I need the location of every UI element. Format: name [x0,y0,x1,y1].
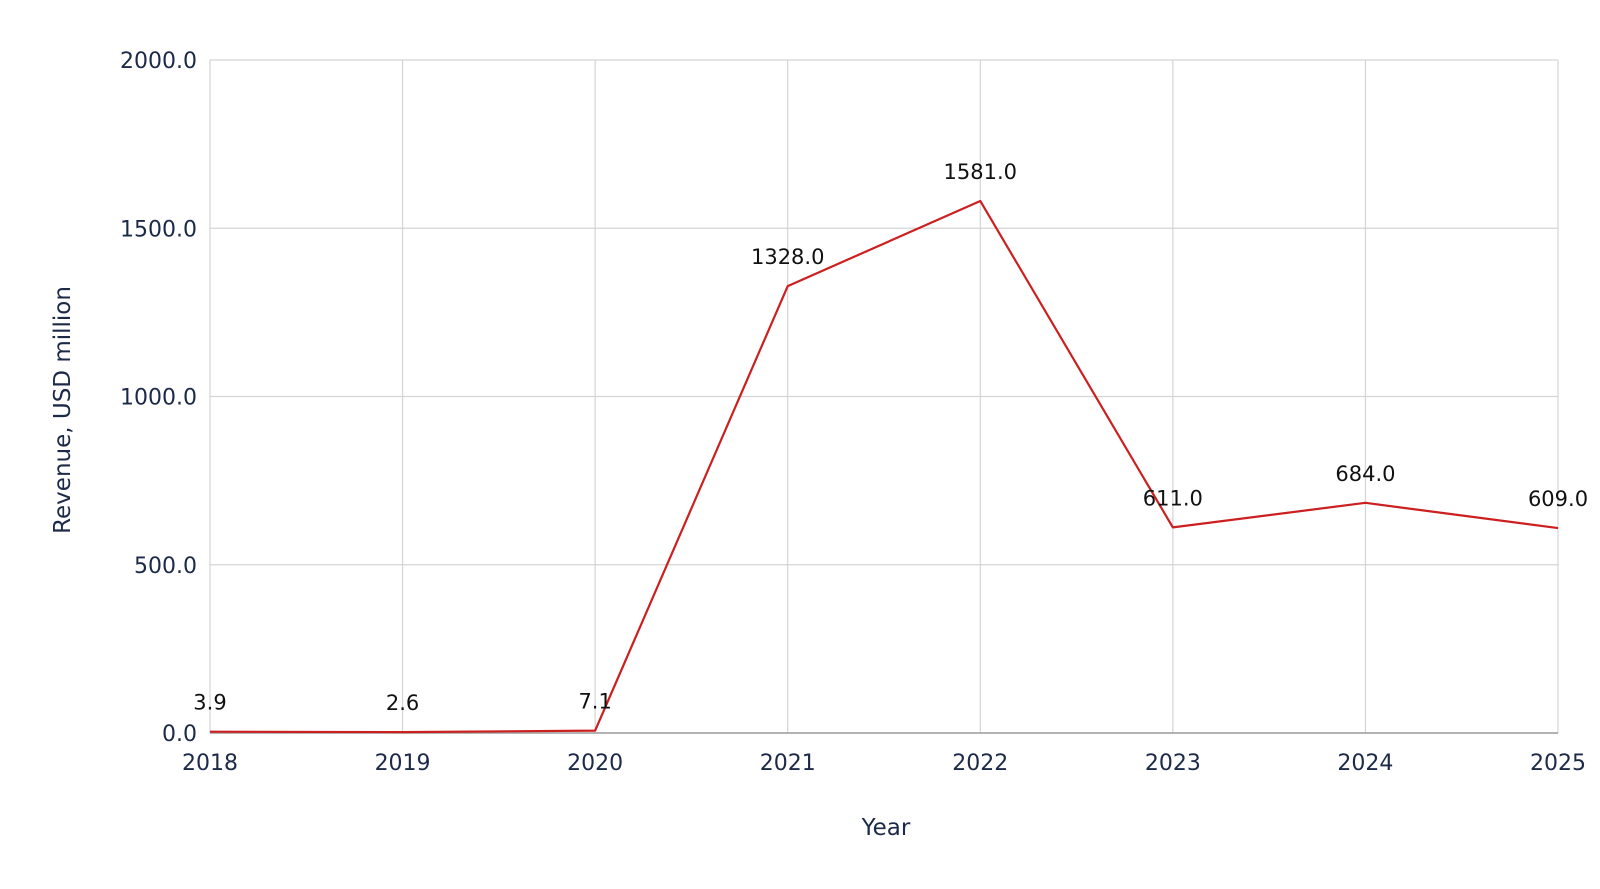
data-label: 609.0 [1528,487,1588,511]
x-tick-label: 2021 [760,751,816,776]
data-label: 1581.0 [944,160,1017,184]
x-tick-label: 2023 [1145,751,1201,776]
y-axis-title: Revenue, USD million [50,286,76,534]
series-layer [209,199,1559,734]
x-tick-label: 2019 [375,751,431,776]
data-label: 684.0 [1335,462,1395,486]
data-label: 1328.0 [751,245,824,269]
revenue-line [209,199,1559,734]
x-tick-label: 2024 [1337,751,1393,776]
data-label: 7.1 [578,690,611,714]
data-label: 2.6 [386,691,419,715]
y-tick-label: 0.0 [162,722,197,747]
grid [210,59,1559,733]
y-tick-label: 1000.0 [120,386,197,411]
y-tick-label: 500.0 [134,554,197,579]
x-tick-label: 2022 [952,751,1008,776]
x-tick-label: 2025 [1530,751,1586,776]
axes: 0.0 500.0 1000.0 1500.0 2000.0 2018 2019 2020 20… [120,49,1586,776]
data-label: 3.9 [193,691,226,715]
x-axis-title: Year [861,815,911,841]
x-tick-label: 2018 [182,751,238,776]
x-tick-label: 2020 [567,751,623,776]
y-tick-label: 2000.0 [120,49,197,74]
data-label: 611.0 [1143,486,1203,510]
y-tick-label: 1500.0 [120,217,197,242]
data-labels: 3.9 2.6 7.1 1328.0 1581.0 611.0 684.0 609.0 [193,160,1588,715]
